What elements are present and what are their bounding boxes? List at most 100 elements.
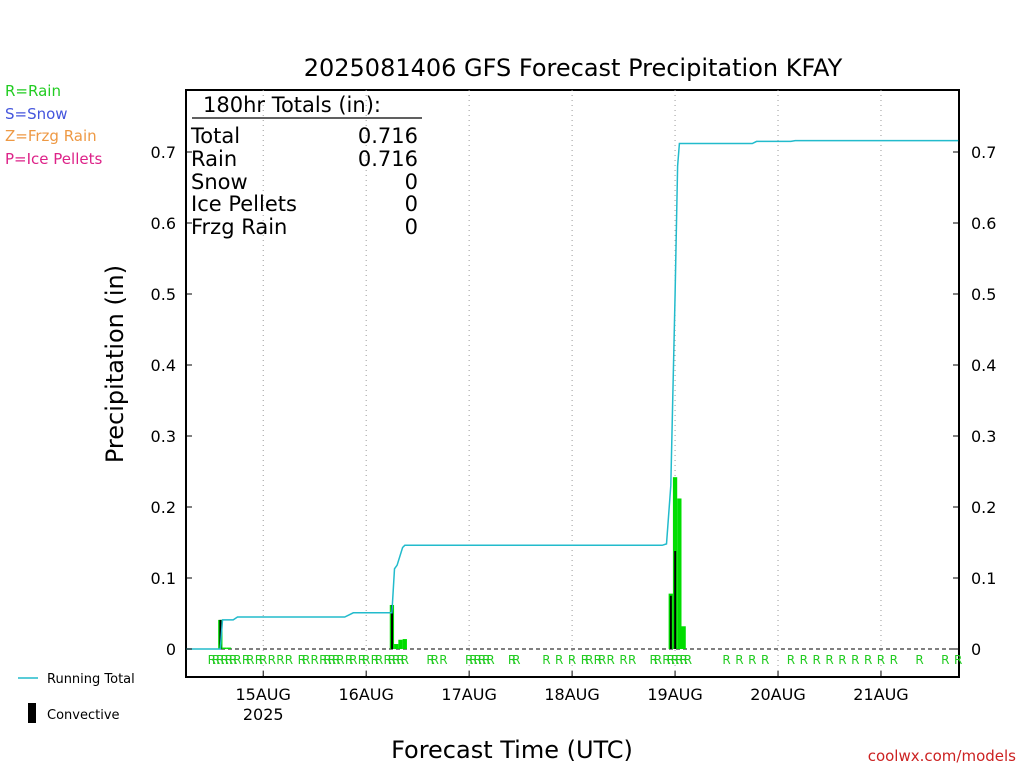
y-tick-label-right: 0.7 — [971, 143, 996, 162]
ptype-marker: R — [722, 653, 730, 667]
ptype-marker: R — [482, 653, 490, 667]
ptype-marker: R — [242, 653, 250, 667]
legend-frzg-rain: Z=Frzg Rain — [5, 127, 97, 145]
ptype-marker: R — [375, 653, 383, 667]
y-tick-label-right: 0.4 — [971, 356, 996, 375]
x-tick-label: 20AUG — [750, 685, 805, 704]
precip-bar — [222, 647, 227, 649]
y-tick-label-left: 0.6 — [151, 214, 176, 233]
ptype-marker: R — [336, 653, 344, 667]
precip-bar — [402, 639, 407, 649]
legend-ice-pellets: P=Ice Pellets — [5, 150, 102, 168]
ptype-marker: R — [469, 653, 477, 667]
ptype-marker: R — [426, 653, 434, 667]
totals-header: 180hr Totals (in): — [203, 93, 381, 117]
y-tick-label-left: 0.5 — [151, 285, 176, 304]
x-tick-label: 18AUG — [544, 685, 599, 704]
y-tick-label-right: 0 — [971, 640, 981, 659]
ptype-marker: R — [392, 653, 400, 667]
ptype-marker: R — [323, 653, 331, 667]
ptype-marker: R — [607, 653, 615, 667]
x-tick-label: 21AUG — [853, 685, 908, 704]
ptype-marker: R — [345, 653, 353, 667]
ptype-marker: R — [401, 653, 409, 667]
ptype-marker: R — [259, 653, 267, 667]
chart-title: 2025081406 GFS Forecast Precipitation KF… — [304, 54, 843, 82]
ptype-marker: R — [619, 653, 627, 667]
ptype-marker: R — [225, 653, 233, 667]
totals-box: 180hr Totals (in): Total 0.716 Rain 0.71… — [190, 93, 422, 239]
legend-rain: R=Rain — [5, 82, 61, 100]
precip-bar — [394, 644, 399, 649]
precip-bar — [677, 498, 682, 649]
ptype-marker: R — [302, 653, 310, 667]
legend-snow: S=Snow — [5, 105, 68, 123]
y-tick-label-left: 0.2 — [151, 498, 176, 517]
ptype-marker: R — [474, 653, 482, 667]
ptype-marker: R — [358, 653, 366, 667]
ptype-marker: R — [465, 653, 473, 667]
ptype-marker: R — [362, 653, 370, 667]
ptype-marker: R — [439, 653, 447, 667]
totals-value-frzg-rain: 0 — [405, 215, 418, 239]
y-tick-layer: 0 00.1 0.10.2 0.20.3 0.30.4 0.40.5 0.50.6 0.60.… — [151, 143, 997, 659]
legend-convective: Convective — [47, 708, 120, 723]
y-tick-label-right: 0.1 — [971, 569, 996, 588]
ptype-marker: R — [319, 653, 327, 667]
ptype-marker: R — [598, 653, 606, 667]
totals-label-frzg-rain: Frzg Rain — [191, 215, 287, 239]
totals-label-snow: Snow — [191, 170, 248, 194]
ptype-marker: R — [684, 653, 692, 667]
y-tick-label-left: 0.3 — [151, 427, 176, 446]
ptype-marker: R — [220, 653, 228, 667]
ptype-marker: R — [285, 653, 293, 667]
x-tick-label: 16AUG — [338, 685, 393, 704]
ptype-marker: R — [675, 653, 683, 667]
precip-bar — [226, 647, 232, 649]
ptype-marker: R — [568, 653, 576, 667]
precip-bar — [398, 639, 403, 649]
ptype-marker: R — [276, 653, 284, 667]
y-tick-label-right: 0.5 — [971, 285, 996, 304]
ptype-marker: R — [915, 653, 923, 667]
y-tick-label-left: 0 — [166, 640, 176, 659]
ptype-marker: R — [383, 653, 391, 667]
ptype-marker: R — [246, 653, 254, 667]
ptype-marker: R — [233, 653, 241, 667]
ptype-marker: R — [864, 653, 872, 667]
x-tick-label: 19AUG — [647, 685, 702, 704]
ptype-marker: R — [512, 653, 520, 667]
ptype-marker: R — [585, 653, 593, 667]
convective-bar — [391, 604, 393, 649]
line-layer — [186, 139, 959, 650]
ptype-marker: R — [555, 653, 563, 667]
series-legend: Running Total Convective — [18, 672, 135, 723]
ptype-marker: R — [581, 653, 589, 667]
ptype-marker: R — [208, 653, 216, 667]
bar-layer — [218, 477, 686, 649]
ptype-marker: R — [594, 653, 602, 667]
ptype-marker: R — [229, 653, 237, 667]
totals-label-rain: Rain — [191, 147, 237, 171]
ptype-marker: R — [649, 653, 657, 667]
ptype-marker: R — [311, 653, 319, 667]
x-tick-label: 17AUG — [441, 685, 496, 704]
ptype-marker: R — [268, 653, 276, 667]
legend-running-total: Running Total — [47, 672, 135, 687]
ptype-marker: R — [667, 653, 675, 667]
ptype-marker: R — [216, 653, 224, 667]
credit-text: coolwx.com/models — [868, 747, 1016, 765]
ptype-marker: R — [941, 653, 949, 667]
ptype-marker: R — [825, 653, 833, 667]
ptype-marker: R — [679, 653, 687, 667]
y-tick-label-right: 0.6 — [971, 214, 996, 233]
convective-bar — [219, 619, 222, 649]
precip-bar — [681, 626, 686, 649]
grid-layer — [186, 90, 959, 677]
ptype-marker: R — [349, 653, 357, 667]
ptype-marker: R — [371, 653, 379, 667]
ptype-marker: R — [298, 653, 306, 667]
ptype-marker: R — [478, 653, 486, 667]
